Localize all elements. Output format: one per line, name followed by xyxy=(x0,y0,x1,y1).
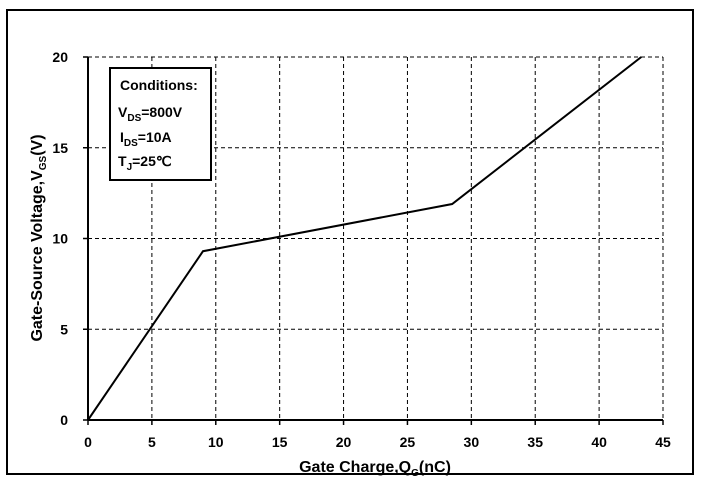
chart-frame xyxy=(6,9,694,475)
conditions-box: Conditions: VDS=800V IDS=10A TJ=25℃ xyxy=(109,67,212,181)
y-tick-label: 0 xyxy=(60,412,68,428)
x-tick-label: 30 xyxy=(464,434,480,450)
y-tick-label: 15 xyxy=(52,140,68,156)
x-tick-label: 15 xyxy=(272,434,288,450)
x-tick-label: 10 xyxy=(208,434,224,450)
conditions-heading: Conditions: xyxy=(120,77,198,93)
x-tick-label: 35 xyxy=(527,434,543,450)
condition-ids: IDS=10A xyxy=(120,129,172,149)
x-tick-label: 40 xyxy=(591,434,607,450)
y-tick-labels: 0 5 10 15 20 xyxy=(52,49,88,428)
x-tick-label: 25 xyxy=(400,434,416,450)
grid xyxy=(88,56,664,420)
x-tick-label: 5 xyxy=(148,434,156,450)
x-tick-label: 45 xyxy=(655,434,671,450)
condition-vds: VDS=800V xyxy=(118,104,183,124)
conditions-border xyxy=(109,67,212,181)
x-tick-label: 0 xyxy=(84,434,92,450)
x-tick-label: 20 xyxy=(336,434,352,450)
y-tick-label: 10 xyxy=(52,231,68,247)
series-group xyxy=(87,56,642,421)
x-axis-title: Gate Charge,QG(nC) xyxy=(299,459,451,479)
condition-tj: TJ=25℃ xyxy=(118,153,172,173)
y-axis-title: Gate-Source Voltage,VGS(V) xyxy=(29,134,49,341)
y-tick-label: 5 xyxy=(60,321,68,337)
series-line xyxy=(87,56,642,421)
y-tick-label: 20 xyxy=(52,49,68,65)
x-tick-labels: 0 5 10 15 20 25 30 35 40 45 xyxy=(84,420,671,450)
